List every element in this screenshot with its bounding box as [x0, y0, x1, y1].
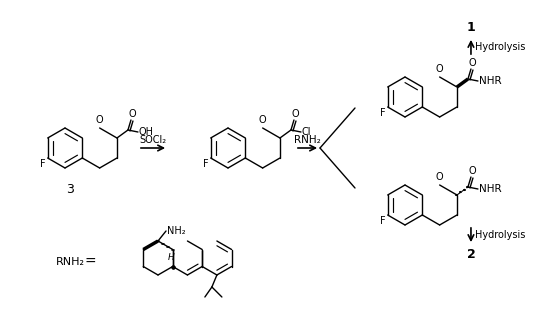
- Text: F: F: [380, 108, 386, 118]
- Text: =: =: [84, 255, 96, 269]
- Text: 2: 2: [466, 248, 475, 261]
- Text: Hydrolysis: Hydrolysis: [475, 230, 526, 240]
- Text: OH: OH: [139, 127, 154, 137]
- Text: NH₂: NH₂: [167, 226, 185, 236]
- Text: NHR: NHR: [479, 76, 502, 86]
- Text: RNH₂: RNH₂: [294, 135, 321, 145]
- Text: F: F: [380, 216, 386, 226]
- Text: H: H: [167, 253, 174, 262]
- Text: RNH₂: RNH₂: [56, 257, 84, 267]
- Text: 1: 1: [466, 21, 475, 34]
- Text: F: F: [203, 159, 209, 169]
- Text: Cl: Cl: [302, 127, 311, 137]
- Text: NHR: NHR: [479, 184, 502, 194]
- Text: O: O: [96, 115, 103, 125]
- Text: O: O: [436, 64, 443, 74]
- Text: O: O: [468, 166, 476, 176]
- Text: 3: 3: [66, 183, 74, 196]
- Text: O: O: [436, 172, 443, 182]
- Text: O: O: [291, 109, 299, 119]
- Text: F: F: [40, 159, 46, 169]
- Text: SOCl₂: SOCl₂: [140, 135, 167, 145]
- Text: O: O: [468, 58, 476, 68]
- Text: Hydrolysis: Hydrolysis: [475, 42, 526, 52]
- Text: O: O: [128, 109, 136, 119]
- Text: O: O: [259, 115, 267, 125]
